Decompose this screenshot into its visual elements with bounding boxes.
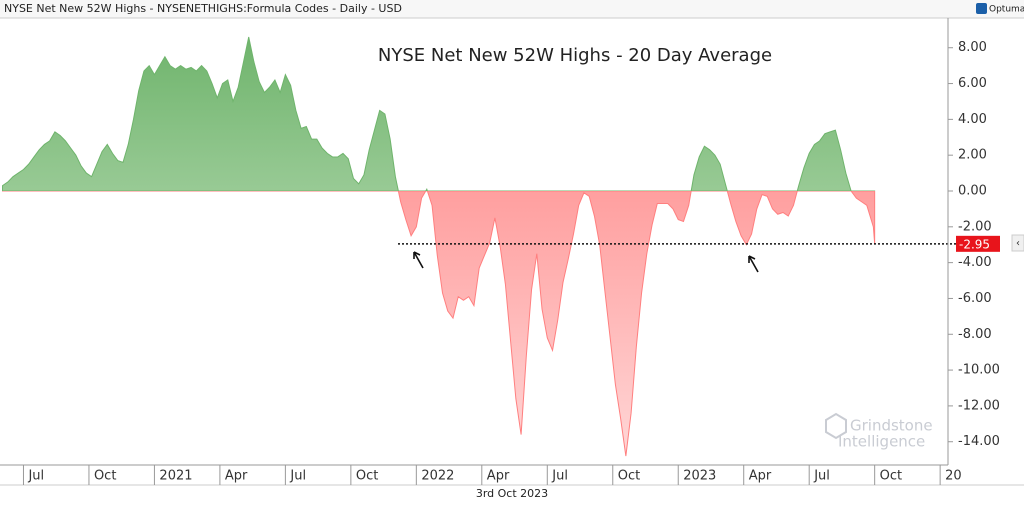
y-tick-label: 0.00 [958, 183, 987, 198]
brand: Optuma [989, 5, 1024, 15]
side-tab-icon[interactable]: ‹ [1016, 238, 1020, 249]
x-tick-label: Oct [356, 469, 378, 484]
y-tick-label: -4.00 [958, 255, 992, 270]
y-tick-label: -6.00 [958, 291, 992, 306]
header-bar [0, 0, 1024, 18]
x-tick-label: 20 [945, 469, 962, 484]
x-tick-label: Jul [289, 469, 306, 484]
arrow [413, 251, 424, 269]
header-text: NYSE Net New 52W Highs - NYSENETHIGHS:Fo… [4, 2, 402, 15]
y-tick-label: -2.00 [958, 219, 992, 234]
side-tab[interactable] [1011, 234, 1024, 252]
x-tick-label: Oct [94, 469, 116, 484]
x-tick-label: Oct [880, 469, 902, 484]
x-tick-label: Jul [551, 469, 568, 484]
y-tick-label: 4.00 [958, 112, 987, 127]
negative-area [2, 190, 876, 457]
y-tick-label: -14.00 [958, 434, 1000, 449]
watermark: Grindstone [850, 417, 933, 435]
x-tick-label: Jul [813, 469, 830, 484]
y-tick-label: -12.00 [958, 398, 1000, 413]
last-value-box [956, 235, 1000, 252]
chart-title: NYSE Net New 52W Highs - 20 Day Average [378, 45, 772, 66]
y-tick-label: 8.00 [958, 40, 987, 55]
x-tick-label: Jul [27, 469, 44, 484]
arrow [748, 255, 759, 273]
x-tick-label: 2023 [683, 469, 716, 484]
brand-icon [976, 3, 987, 14]
x-tick-label: Apr [749, 469, 772, 484]
positive-area [2, 36, 876, 191]
x-tick-label: Apr [487, 469, 510, 484]
last-value-label: -2.95 [959, 237, 990, 251]
y-tick-label: -10.00 [958, 363, 1000, 378]
x-tick-label: Oct [618, 469, 640, 484]
y-tick-label: 6.00 [958, 76, 987, 91]
cursor-date: 3rd Oct 2023 [476, 487, 548, 500]
y-tick-label: 2.00 [958, 148, 987, 163]
watermark-icon [825, 412, 847, 440]
x-tick-label: 2022 [421, 469, 454, 484]
y-tick-label: -8.00 [958, 327, 992, 342]
x-tick-label: Apr [225, 469, 248, 484]
x-tick-label: 2021 [159, 469, 192, 484]
watermark: Intelligence [838, 433, 925, 451]
